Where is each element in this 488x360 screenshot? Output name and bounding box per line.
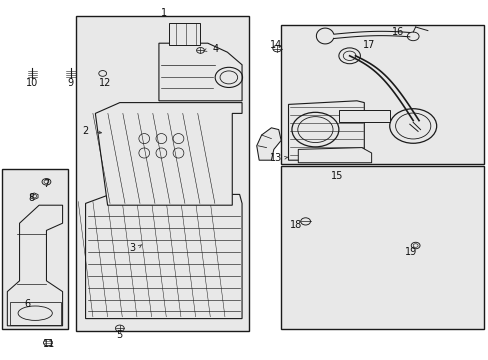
Text: 17: 17 <box>362 40 375 50</box>
Polygon shape <box>95 103 242 205</box>
Text: 16: 16 <box>391 27 404 37</box>
Text: 8: 8 <box>29 193 35 203</box>
Text: 11: 11 <box>42 339 55 349</box>
Text: 6: 6 <box>24 299 30 309</box>
Text: 9: 9 <box>68 78 74 88</box>
Text: 18: 18 <box>289 220 302 230</box>
Polygon shape <box>288 101 364 160</box>
Text: 5: 5 <box>117 330 122 340</box>
FancyBboxPatch shape <box>281 25 483 164</box>
Polygon shape <box>298 148 371 163</box>
Text: 4: 4 <box>212 44 218 54</box>
Text: 19: 19 <box>404 247 416 257</box>
FancyBboxPatch shape <box>76 16 249 331</box>
Text: 2: 2 <box>82 126 88 136</box>
Text: 15: 15 <box>330 171 343 181</box>
FancyBboxPatch shape <box>281 166 483 329</box>
Polygon shape <box>159 43 242 101</box>
Text: 14: 14 <box>269 40 282 50</box>
Text: 13: 13 <box>269 153 282 163</box>
Text: 3: 3 <box>129 243 135 253</box>
Text: 10: 10 <box>25 78 38 88</box>
Polygon shape <box>256 128 281 160</box>
Polygon shape <box>168 23 200 45</box>
Text: 7: 7 <box>43 179 49 189</box>
Polygon shape <box>85 194 242 319</box>
FancyBboxPatch shape <box>2 169 68 329</box>
Polygon shape <box>338 110 389 122</box>
Polygon shape <box>7 205 62 326</box>
Text: 12: 12 <box>99 78 111 88</box>
Text: 1: 1 <box>161 8 166 18</box>
